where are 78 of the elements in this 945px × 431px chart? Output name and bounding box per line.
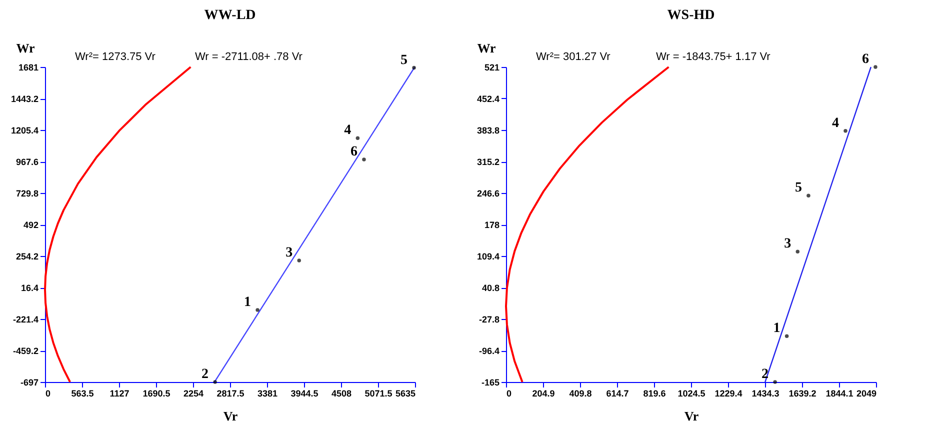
y-tick-label: 1443.2: [10, 94, 38, 104]
x-tick-label: 1844.1: [826, 388, 854, 398]
point: [412, 66, 416, 70]
text: Wr²= 1273.75 Vr: [75, 51, 156, 63]
annotation: 6: [862, 52, 869, 67]
y-tick-label: -221.4: [12, 314, 38, 324]
x-tick-label: 2049: [856, 388, 876, 398]
y-tick-label: 315.2: [476, 157, 500, 167]
text: Wr = -2711.08+ .78 Vr: [195, 51, 303, 63]
point: [297, 258, 301, 262]
y-tick-label: -27.8: [478, 314, 500, 324]
y-tick-label: 383.8: [476, 126, 500, 136]
x-tick-label: 2817.5: [216, 388, 244, 398]
point: [844, 128, 848, 133]
y-tick-label: 246.6: [476, 188, 500, 198]
annotation: 1: [773, 321, 780, 336]
x-tick-label: 819.6: [643, 388, 666, 398]
x-tick-label: 2254: [183, 388, 204, 398]
chart-title: WW-LD: [204, 8, 256, 23]
text: Wr²= 301.27 Vr: [536, 51, 611, 63]
x-tick-label: 204.9: [532, 388, 555, 398]
y-tick-label: 178: [484, 220, 500, 230]
annotation: 5: [794, 180, 802, 196]
x-tick-label: 614.7: [606, 388, 629, 398]
y-tick-label: 1205.4: [10, 126, 38, 136]
y-axis-title: Wr: [16, 40, 35, 56]
x-tick-label: 1690.5: [142, 388, 170, 398]
y-tick-label: -165: [481, 378, 500, 388]
annotation: 4: [832, 116, 839, 131]
annotation: 6: [350, 144, 358, 160]
point: [874, 65, 878, 69]
point: [213, 380, 217, 384]
x-axis-title: Vr: [684, 408, 699, 424]
annotation: 5: [400, 52, 408, 68]
y-tick-label: 521: [484, 62, 500, 72]
annotation: 3: [286, 246, 293, 261]
y-tick-label: 109.4: [476, 252, 500, 262]
point: [356, 136, 360, 140]
y-tick-label: 729.8: [16, 188, 38, 198]
annotation: 2: [762, 367, 769, 382]
y-axis-title: Wr: [477, 40, 496, 56]
annotation: 1: [244, 294, 252, 310]
y-tick-label: -96.4: [478, 346, 500, 356]
annotation: 4: [344, 123, 352, 138]
x-tick-label: 4508: [331, 388, 352, 398]
x-tick-label: 0: [46, 388, 51, 398]
x-tick-label: 3944.5: [290, 388, 318, 398]
x-tick-label: 5071.5: [364, 388, 392, 398]
annotation: 2: [202, 367, 209, 382]
x-tick-label: 1229.4: [714, 388, 742, 398]
point: [784, 334, 789, 338]
x-tick-label: 5635: [395, 388, 416, 398]
y-tick-label: 254.2: [16, 252, 38, 262]
x-axis-title: Vr: [223, 408, 238, 424]
y-tick-label: 40.8: [482, 283, 500, 293]
point: [796, 250, 800, 254]
text: Wr = -1843.75+ 1.17 Vr: [656, 51, 771, 63]
y-tick-label: -459.2: [12, 346, 38, 356]
point: [773, 380, 777, 384]
x-tick-label: 0: [506, 388, 512, 398]
point: [256, 308, 260, 312]
chart-title: WS-HD: [667, 8, 715, 23]
x-tick-label: 1024.5: [678, 388, 706, 398]
x-tick-label: 1127: [110, 388, 130, 398]
y-tick-label: 452.4: [476, 94, 500, 104]
y-tick-label: 967.6: [16, 157, 38, 167]
x-tick-label: 3381: [257, 388, 278, 398]
x-tick-label: 1434.3: [752, 388, 780, 398]
annotation: 3: [784, 236, 792, 252]
x-tick-label: 409.8: [569, 388, 592, 398]
x-tick-label: 563.5: [71, 388, 94, 398]
point: [806, 194, 810, 198]
x-tick-label: 1639.2: [788, 388, 816, 398]
y-tick-label: 492: [23, 220, 38, 230]
y-tick-label: -697: [20, 378, 38, 388]
y-tick-label: 1681: [18, 62, 38, 72]
y-tick-label: 16.4: [20, 283, 38, 293]
point: [362, 158, 366, 162]
